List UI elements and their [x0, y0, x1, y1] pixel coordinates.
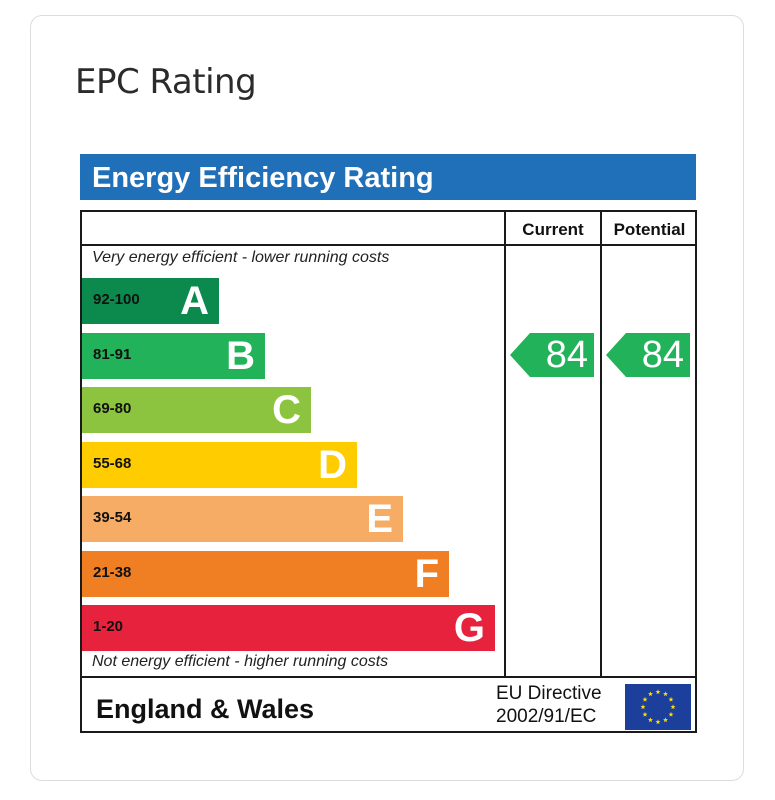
band-f: 21-38 F — [82, 550, 449, 597]
epc-header: Energy Efficiency Rating — [80, 154, 696, 200]
eu-star — [663, 717, 668, 723]
band-range-label: 92-100 — [93, 291, 140, 308]
epc-table: Current Potential Very energy efficient … — [80, 210, 697, 733]
eu-star — [648, 691, 653, 697]
eu-flag-icon — [625, 684, 691, 730]
footer-divider — [82, 676, 695, 678]
epc-title: Energy Efficiency Rating — [92, 162, 434, 194]
column-divider-2 — [600, 212, 602, 678]
band-b: 81-91 B — [82, 332, 265, 379]
current-rating-arrow: 84 — [510, 332, 594, 377]
band-range-label: 21-38 — [93, 563, 132, 581]
eu-star — [668, 711, 674, 717]
column-divider-1 — [504, 212, 506, 678]
band-d: 55-68 D — [82, 441, 357, 488]
eu-star — [648, 717, 653, 723]
band-letter: C — [272, 388, 301, 432]
band-letter: E — [366, 497, 393, 541]
current-arrow-shape — [510, 332, 594, 377]
potential-rating-value: 84 — [641, 333, 684, 376]
eu-star — [655, 719, 661, 725]
band-range-label: 81-91 — [93, 345, 132, 363]
eu-star — [663, 691, 668, 697]
eu-directive-line-2: 2002/91/EC — [496, 706, 597, 727]
eu-star — [668, 696, 674, 702]
band-range-label: 39-54 — [93, 509, 132, 526]
band-range-label: 69-80 — [93, 400, 132, 417]
region-label: England & Wales — [96, 694, 315, 724]
eu-star — [642, 696, 648, 702]
band-a: 92-100 A — [82, 278, 219, 324]
band-letter: F — [414, 551, 439, 596]
band-range-label: 55-68 — [93, 454, 132, 472]
header-divider — [82, 244, 695, 246]
potential-arrow-shape — [606, 332, 690, 377]
band-letter: B — [226, 333, 255, 378]
card-title: EPC Rating — [75, 62, 257, 102]
current-column-header: Current — [522, 220, 584, 239]
eu-star — [642, 711, 648, 717]
band-letter: A — [180, 279, 209, 323]
bottom-note: Not energy efficient - higher running co… — [92, 653, 389, 670]
potential-rating-arrow: 84 — [606, 332, 690, 377]
epc-chart: Energy Efficiency Rating Current Potenti… — [80, 154, 697, 733]
band-letter: G — [453, 606, 485, 650]
band-letter: D — [318, 442, 347, 487]
current-rating-value: 84 — [545, 333, 588, 376]
band-range-label: 1-20 — [93, 618, 124, 635]
band-e: 39-54 E — [82, 496, 403, 542]
potential-column-header: Potential — [613, 220, 686, 239]
eu-star — [670, 704, 676, 710]
top-note: Very energy efficient - lower running co… — [92, 249, 390, 266]
eu-star — [655, 689, 661, 695]
eu-directive-label: EU Directive 2002/91/EC — [496, 682, 602, 728]
band-c: 69-80 C — [82, 387, 311, 433]
eu-star — [640, 704, 646, 710]
band-g: 1-20 G — [82, 605, 495, 651]
eu-directive-line-1: EU Directive — [496, 683, 602, 704]
